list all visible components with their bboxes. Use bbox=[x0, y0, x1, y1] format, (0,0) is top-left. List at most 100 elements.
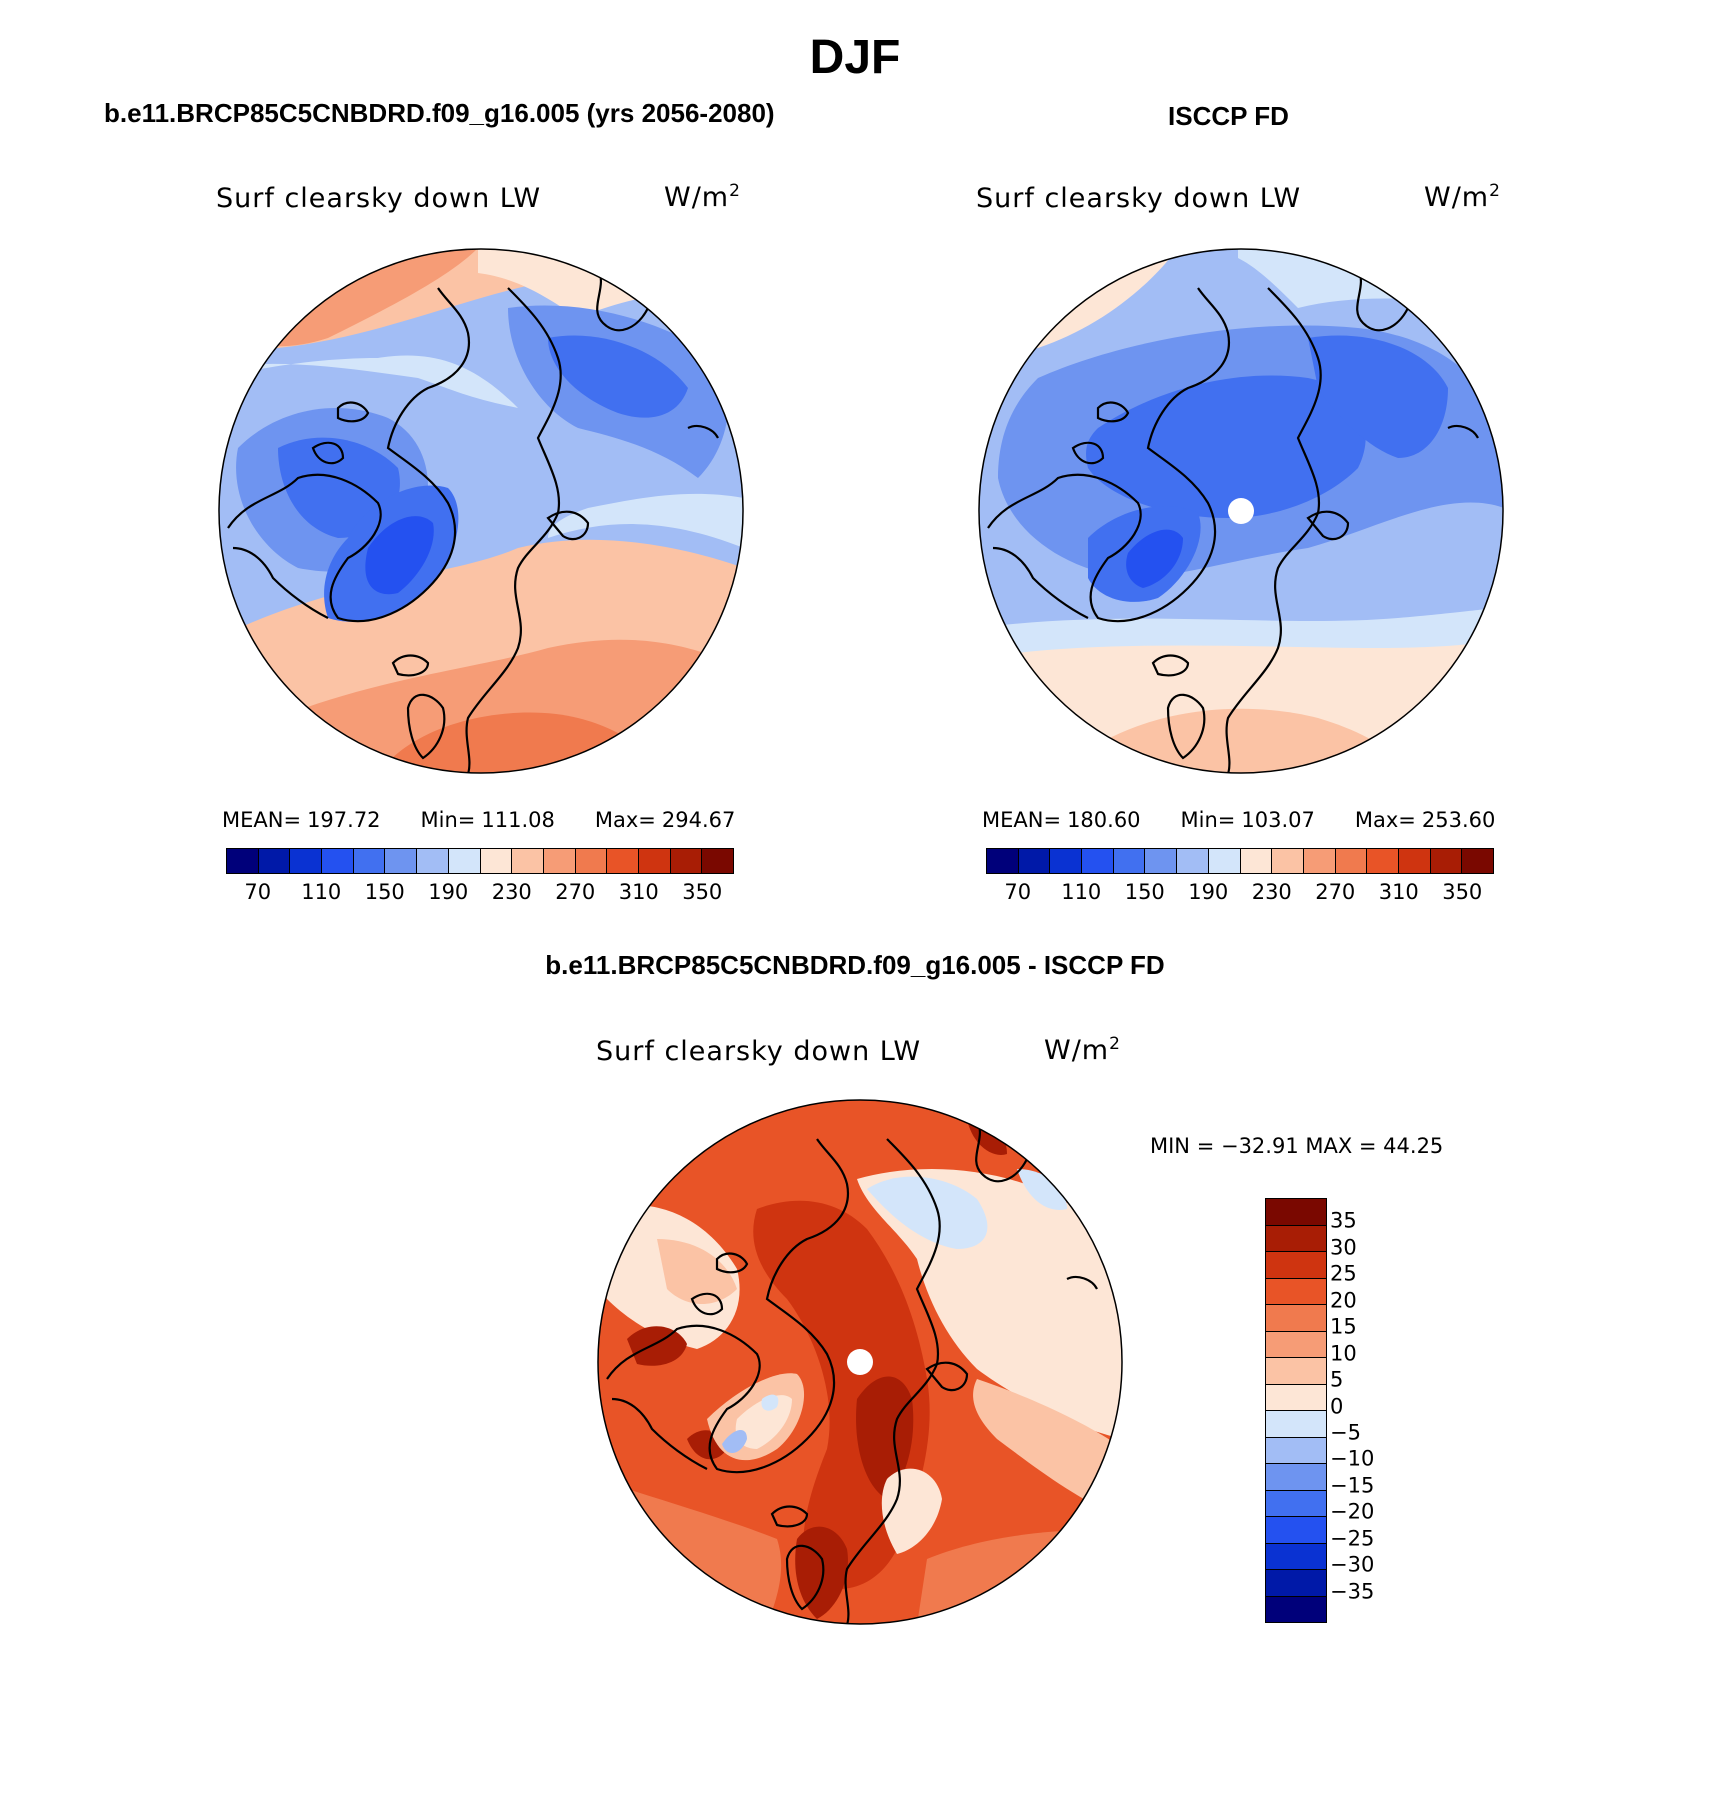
contour-region bbox=[548, 335, 688, 418]
colorbar-swatch bbox=[290, 849, 323, 873]
colorbar-swatch bbox=[1303, 849, 1336, 873]
model-unit-label: W/m2 bbox=[664, 181, 741, 213]
contour-region bbox=[548, 493, 743, 548]
model-colorbar bbox=[226, 848, 734, 874]
colorbar-swatch bbox=[607, 849, 639, 873]
colorbar-swatch bbox=[1145, 849, 1178, 873]
colorbar-swatch bbox=[1335, 849, 1368, 873]
difference-panel-title: b.e11.BRCP85C5CNBDRD.f09_g16.005 - ISCCP… bbox=[545, 950, 1165, 980]
colorbar-tick-label: 20 bbox=[1330, 1288, 1357, 1313]
colorbar-swatch bbox=[1272, 849, 1304, 873]
colorbar-swatch bbox=[1266, 1225, 1326, 1252]
colorbar-swatch bbox=[1082, 849, 1114, 873]
colorbar-swatch bbox=[1266, 1543, 1326, 1570]
colorbar-tick-label: 310 bbox=[618, 880, 659, 904]
contour-region bbox=[1086, 375, 1366, 518]
colorbar-swatch bbox=[353, 849, 386, 873]
contour-region bbox=[735, 1395, 792, 1449]
colorbar-swatch bbox=[417, 849, 449, 873]
difference-colorbar-labels: 35 30 25 20 15 10 5 0 −5 −10 −15 −20 −25 −30 −35 bbox=[1330, 1198, 1410, 1621]
colorbar-swatch bbox=[1266, 1464, 1326, 1491]
obs-mean-value: 180.60 bbox=[1067, 808, 1141, 832]
contour-region bbox=[1308, 335, 1448, 458]
colorbar-tick-label: −10 bbox=[1330, 1446, 1375, 1471]
colorbar-tick-label: 110 bbox=[1061, 880, 1102, 904]
model-mean-label: MEAN= bbox=[222, 808, 302, 832]
model-panel-title: b.e11.BRCP85C5CNBDRD.f09_g16.005 (yrs 20… bbox=[104, 98, 775, 128]
colorbar-swatch bbox=[1208, 849, 1241, 873]
colorbar-swatch bbox=[702, 849, 733, 873]
difference-polar-map bbox=[597, 1099, 1123, 1625]
model-mean-value: 197.72 bbox=[307, 808, 381, 832]
colorbar-swatch bbox=[638, 849, 671, 873]
obs-min-label: Min= bbox=[1180, 808, 1236, 832]
colorbar-swatch bbox=[1266, 1358, 1326, 1385]
colorbar-tick-label: −15 bbox=[1330, 1473, 1375, 1498]
contour-region bbox=[657, 1239, 737, 1304]
obs-max-value: 253.60 bbox=[1421, 808, 1496, 832]
colorbar-swatch bbox=[1430, 849, 1463, 873]
pole-mask bbox=[1228, 498, 1254, 524]
obs-panel-title: ISCCP FD bbox=[1168, 101, 1289, 131]
obs-mean-label: MEAN= bbox=[982, 808, 1062, 832]
model-min-label: Min= bbox=[420, 808, 476, 832]
colorbar-tick-label: 0 bbox=[1330, 1393, 1344, 1418]
colorbar-tick-label: 70 bbox=[1004, 880, 1032, 904]
contour-region bbox=[627, 1326, 687, 1366]
colorbar-swatch bbox=[480, 849, 513, 873]
colorbar-swatch bbox=[543, 849, 576, 873]
colorbar-swatch bbox=[322, 849, 354, 873]
colorbar-tick-label: 310 bbox=[1378, 880, 1419, 904]
colorbar-tick-label: −35 bbox=[1330, 1578, 1375, 1603]
obs-variable-label: Surf clearsky down LW bbox=[976, 183, 1302, 214]
colorbar-swatch bbox=[1266, 1596, 1326, 1622]
colorbar-swatch bbox=[1367, 849, 1399, 873]
model-min-value: 111.08 bbox=[481, 808, 555, 832]
obs-min-value: 103.07 bbox=[1241, 808, 1315, 832]
colorbar-swatch bbox=[575, 849, 608, 873]
contour-region bbox=[365, 516, 434, 595]
colorbar-tick-label: 10 bbox=[1330, 1341, 1357, 1366]
colorbar-swatch bbox=[1266, 1437, 1326, 1464]
model-stats: MEAN= 197.72 Min= 111.08 Max= 294.67 bbox=[222, 808, 755, 832]
colorbar-swatch bbox=[385, 849, 418, 873]
contour-region bbox=[761, 1394, 779, 1411]
colorbar-swatch bbox=[1266, 1384, 1326, 1411]
colorbar-tick-label: 350 bbox=[1442, 880, 1483, 904]
colorbar-swatch bbox=[1266, 1199, 1326, 1226]
contour-region bbox=[973, 1379, 1122, 1519]
colorbar-swatch bbox=[1266, 1278, 1326, 1305]
colorbar-tick-label: 230 bbox=[1251, 880, 1292, 904]
pole-mask bbox=[847, 1349, 873, 1375]
colorbar-swatch bbox=[1266, 1331, 1326, 1358]
colorbar-tick-label: 15 bbox=[1330, 1314, 1357, 1339]
colorbar-tick-label: 190 bbox=[428, 880, 469, 904]
colorbar-tick-label: 270 bbox=[1315, 880, 1356, 904]
colorbar-tick-label: 30 bbox=[1330, 1235, 1357, 1260]
obs-stats: MEAN= 180.60 Min= 103.07 Max= 253.60 bbox=[982, 808, 1515, 832]
colorbar-tick-label: 150 bbox=[364, 880, 405, 904]
colorbar-tick-label: 350 bbox=[682, 880, 723, 904]
colorbar-swatch bbox=[1266, 1517, 1326, 1544]
colorbar-tick-label: 110 bbox=[301, 880, 342, 904]
colorbar-swatch bbox=[227, 849, 259, 873]
contour-region bbox=[722, 1429, 747, 1454]
colorbar-swatch bbox=[1266, 1411, 1326, 1438]
colorbar-tick-label: 35 bbox=[1330, 1208, 1357, 1233]
contour-region bbox=[881, 1468, 942, 1554]
colorbar-swatch bbox=[1266, 1305, 1326, 1332]
colorbar-swatch bbox=[258, 849, 291, 873]
colorbar-tick-label: −5 bbox=[1330, 1420, 1361, 1445]
colorbar-tick-label: 5 bbox=[1330, 1367, 1344, 1392]
model-max-label: Max= bbox=[594, 808, 656, 832]
colorbar-swatch bbox=[1018, 849, 1051, 873]
colorbar-swatch bbox=[512, 849, 544, 873]
diff-unit-label: W/m2 bbox=[1044, 1034, 1121, 1066]
obs-unit-label: W/m2 bbox=[1424, 181, 1501, 213]
colorbar-tick-label: 190 bbox=[1188, 880, 1229, 904]
model-max-value: 294.67 bbox=[661, 808, 736, 832]
contour-region bbox=[1017, 1169, 1067, 1210]
colorbar-tick-label: 270 bbox=[555, 880, 596, 904]
figure-title: DJF bbox=[809, 31, 901, 84]
obs-colorbar bbox=[986, 848, 1494, 874]
